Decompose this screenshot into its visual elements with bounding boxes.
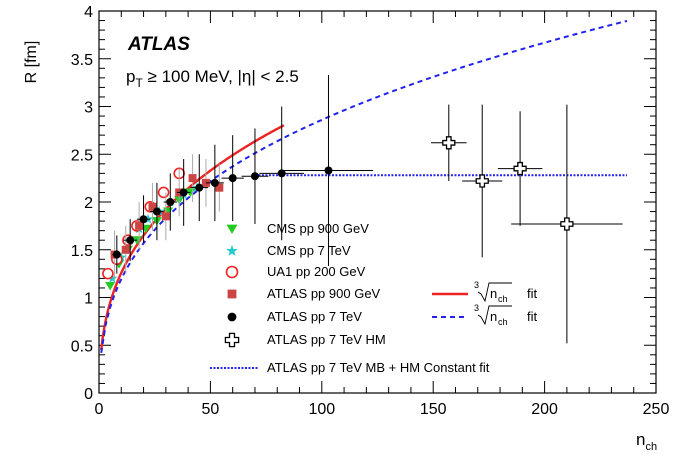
data-point xyxy=(105,282,116,291)
legend-marker-5 xyxy=(224,332,240,348)
y-tick-label: 2.5 xyxy=(71,147,93,164)
legend-label-0: CMS pp 900 GeV xyxy=(267,221,369,236)
data-point xyxy=(161,212,170,221)
x-tick-label: 200 xyxy=(531,401,558,418)
data-point xyxy=(324,166,333,175)
data-point xyxy=(513,161,527,176)
data-point xyxy=(152,207,161,216)
legend-fit-var-0: n xyxy=(490,286,497,301)
x-axis-label: nch xyxy=(636,430,657,453)
data-point xyxy=(142,213,154,224)
radical-sign xyxy=(477,282,512,303)
data-point xyxy=(148,202,157,211)
legend-root-index-1: 3 xyxy=(474,303,479,313)
legend-label-1: CMS pp 7 TeV xyxy=(267,243,351,258)
legend-label-3: ATLAS pp 900 GeV xyxy=(267,286,381,301)
axes: 0 50 100 150 200 250 0 0.5 1 1.5 2 2.5 3 3.5 4 xyxy=(71,4,670,418)
fit-curve-1 xyxy=(100,19,628,354)
legend-marker-0 xyxy=(226,224,238,234)
data-point xyxy=(139,215,148,224)
legend-label-4: ATLAS pp 7 TeV xyxy=(267,309,362,324)
x-tick-label: 250 xyxy=(643,401,670,418)
y-tick-label: 0.5 xyxy=(71,338,93,355)
data-point xyxy=(166,198,175,206)
legend-fit-suffix-0: fit xyxy=(527,286,538,301)
x-tick-label: 150 xyxy=(420,401,447,418)
y-tick-label: 3 xyxy=(84,100,93,117)
radical-sign xyxy=(477,305,512,326)
data-point xyxy=(475,174,489,188)
data-point xyxy=(121,245,130,254)
data-point xyxy=(126,236,135,245)
legend-fit-sub-1: ch xyxy=(498,317,508,327)
y-tick-label: 1 xyxy=(84,291,93,308)
legend-marker-3 xyxy=(227,289,237,299)
data-point xyxy=(277,169,286,178)
y-tick-label: 1.5 xyxy=(71,243,93,260)
legend-fit-var-1: n xyxy=(490,309,497,324)
data-point xyxy=(228,174,237,183)
data-point xyxy=(107,272,118,283)
legend-marker-1 xyxy=(226,244,238,256)
y-tick-label: 4 xyxy=(84,4,93,21)
cut-label: pT ≥ 100 MeV, |η| < 2.5 xyxy=(126,67,299,90)
experiment-label: ATLAS xyxy=(127,34,190,55)
legend-label-constant: ATLAS pp 7 TeV MB + HM Constant fit xyxy=(267,360,490,375)
legend-root-index-0: 3 xyxy=(474,280,479,290)
data-point xyxy=(179,188,188,197)
legend-label-2: UA1 pp 200 GeV xyxy=(267,264,366,279)
series-5 xyxy=(430,104,623,344)
legend-fit-sub-0: ch xyxy=(498,294,508,304)
data-point xyxy=(215,183,224,192)
legend-fit-suffix-1: fit xyxy=(527,309,538,324)
x-tick-label: 100 xyxy=(308,401,335,418)
legend-label-5: ATLAS pp 7 TeV HM xyxy=(267,332,386,347)
y-axis-label: R [fm] xyxy=(23,41,40,84)
series-4 xyxy=(112,74,374,274)
data-point xyxy=(560,217,574,231)
legend-marker-2 xyxy=(225,265,239,279)
y-tick-label: 2 xyxy=(84,195,93,212)
data-point xyxy=(157,186,170,199)
data-point xyxy=(188,174,197,183)
data-point xyxy=(102,267,114,280)
y-tick-label: 0 xyxy=(84,386,93,403)
x-tick-label: 50 xyxy=(202,401,220,418)
legend: CMS pp 900 GeV CMS pp 7 TeV UA1 pp 200 GeV… xyxy=(210,221,538,375)
y-tick-label: 3.5 xyxy=(71,52,93,69)
x-tick-label: 0 xyxy=(95,401,104,418)
data-point xyxy=(195,183,204,192)
data-points xyxy=(102,74,623,344)
legend-marker-4 xyxy=(227,312,237,322)
data-point xyxy=(135,221,144,230)
data-point xyxy=(210,178,219,187)
data-point xyxy=(112,250,121,259)
data-point xyxy=(442,136,456,150)
data-point xyxy=(250,172,259,181)
